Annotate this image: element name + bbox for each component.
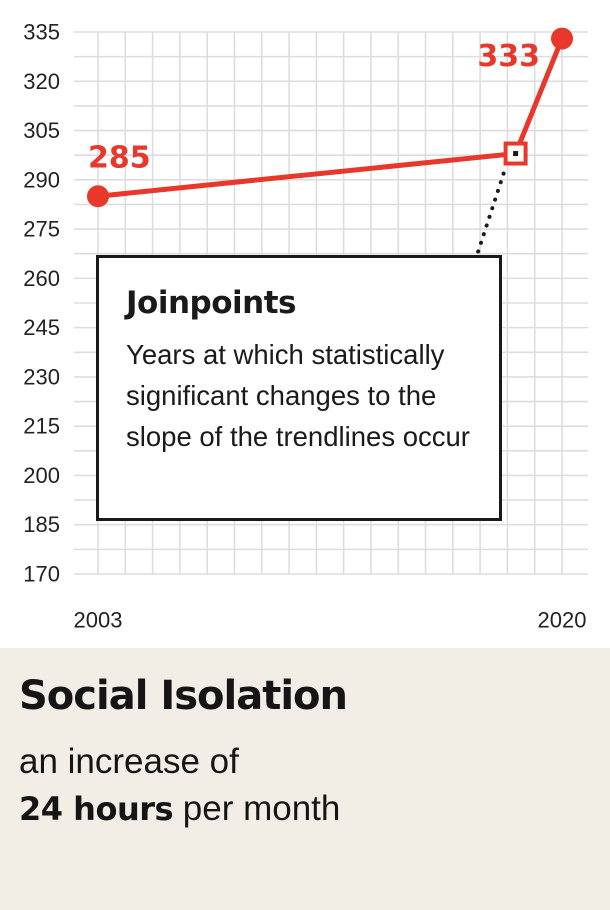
- y-tick-label: 335: [23, 20, 60, 45]
- y-tick-label: 170: [23, 562, 60, 587]
- data-point-2003: [87, 185, 109, 208]
- y-tick-label: 305: [23, 118, 60, 143]
- y-tick-label: 185: [23, 512, 60, 537]
- data-point-2020: [551, 27, 573, 50]
- joinpoint-marker-center: [513, 151, 519, 157]
- callout-title: Joinpoints: [126, 285, 296, 321]
- y-tick-label: 275: [23, 217, 60, 242]
- x-tick-label: 2020: [538, 608, 587, 633]
- footer-panel: [0, 648, 610, 910]
- y-tick-label: 200: [23, 463, 60, 488]
- data-label-2003: 285: [88, 141, 151, 176]
- footer-line-2-rest: per month: [173, 789, 341, 828]
- y-tick-label: 290: [23, 167, 60, 192]
- y-tick-label: 245: [23, 315, 60, 340]
- y-tick-label: 215: [23, 414, 60, 439]
- footer-line-1: an increase of: [19, 742, 239, 781]
- footer-description: an increase of 24 hours per month: [19, 738, 340, 833]
- x-tick-label: 2003: [74, 608, 123, 633]
- y-tick-label: 320: [23, 69, 60, 94]
- callout-body: Years at which statistically significant…: [126, 339, 470, 453]
- footer-highlight: 24 hours: [19, 790, 174, 828]
- data-label-2020: 333: [477, 39, 540, 74]
- y-tick-label: 260: [23, 266, 60, 291]
- joinpoints-callout: Joinpoints Years at which statistically …: [96, 255, 502, 521]
- y-tick-label: 230: [23, 364, 60, 389]
- joinpoint-leader-line: [476, 171, 506, 254]
- footer-title: Social Isolation: [19, 673, 348, 719]
- footer-line-2: 24 hours per month: [19, 785, 340, 833]
